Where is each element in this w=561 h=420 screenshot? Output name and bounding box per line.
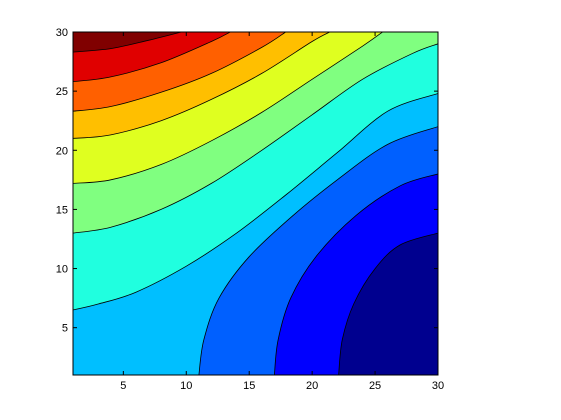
y-tick-label-15: 15 [56, 204, 68, 216]
y-tick-label-25: 25 [56, 86, 68, 98]
contour-line-8 [73, 32, 286, 112]
x-tick-label-5: 5 [120, 380, 126, 392]
contour-line-2 [274, 173, 438, 375]
y-tick-label-10: 10 [56, 264, 68, 276]
contour-line-5 [73, 43, 438, 234]
plot-area [73, 32, 438, 375]
contour-lines [73, 32, 438, 375]
contour-line-6 [73, 32, 383, 184]
axis-tick-labels: 5 10 15 20 25 30 5 10 15 20 25 30 [56, 27, 444, 392]
contour-line-4 [73, 93, 438, 311]
contour-line-1 [338, 232, 438, 375]
x-tick-label-30: 30 [432, 380, 444, 392]
axes-box [72, 31, 439, 376]
x-tick-label-15: 15 [243, 380, 255, 392]
contour-line-3 [198, 126, 438, 375]
x-tick-label-25: 25 [369, 380, 381, 392]
axis-ticks [73, 31, 439, 375]
y-tick-label-5: 5 [62, 323, 68, 335]
x-tick-label-20: 20 [306, 380, 318, 392]
contour-line-9 [73, 32, 231, 83]
x-tick-label-10: 10 [180, 380, 192, 392]
contour-line-10 [73, 32, 182, 53]
y-tick-label-20: 20 [56, 145, 68, 157]
contour-line-7 [73, 32, 330, 139]
contour-band-0 [73, 233, 438, 375]
y-tick-label-30: 30 [56, 27, 68, 39]
